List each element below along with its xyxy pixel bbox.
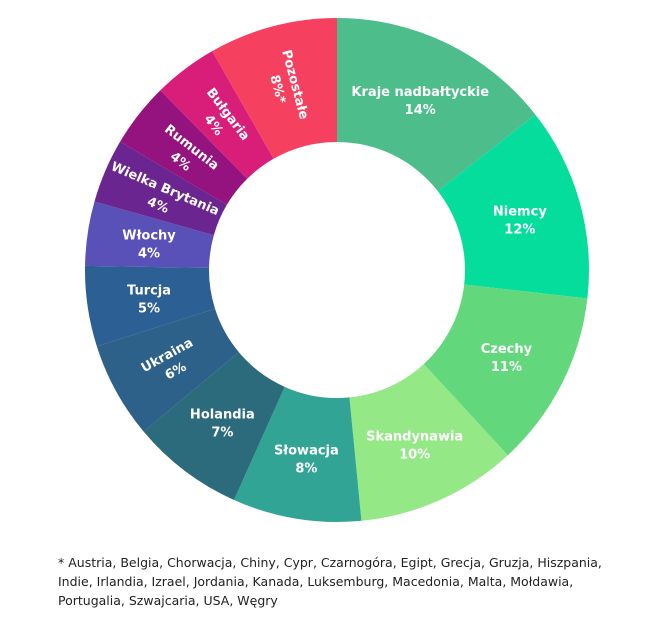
slice-label-kraje-nadbaltyckie: Kraje nadbałtyckie: [351, 85, 489, 100]
label-group-holandia: Holandia 7%: [190, 408, 255, 441]
slice-label-slowacja: Słowacja: [274, 444, 339, 459]
slice-label-niemcy: Niemcy: [493, 204, 547, 219]
slice-label-holandia: Holandia: [190, 408, 255, 423]
slice-czechy: [423, 284, 588, 456]
slice-value-wlochy: 4%: [138, 246, 160, 261]
donut-chart: Kraje nadbałtyckie 14% Niemcy 12% Czechy 11% S…: [85, 18, 590, 522]
slice-value-skandynawia: 10%: [399, 447, 430, 462]
footnote: * Austria, Belgia, Chorwacja, Chiny, Cyp…: [58, 555, 602, 608]
slice-skandynawia: [349, 364, 508, 521]
slice-holandia: [143, 352, 285, 500]
slice-bulgaria: [160, 51, 274, 179]
label-group-czechy: Czechy 11%: [481, 342, 533, 375]
label-group-slowacja: Słowacja 8%: [274, 444, 339, 477]
slices-layer: [85, 18, 590, 522]
slice-pozostale: [212, 18, 337, 159]
slice-value-slowacja: 8%: [295, 462, 317, 477]
slice-label-turcja: Turcja: [127, 284, 171, 299]
slice-label-skandynawia: Skandynawia: [366, 429, 463, 444]
slice-value-holandia: 7%: [211, 426, 233, 441]
slice-wlochy: [85, 201, 214, 268]
label-group-kraje-nadbaltyckie: Kraje nadbałtyckie 14%: [351, 85, 489, 118]
slice-wielka-brytania: [94, 141, 227, 236]
label-group-niemcy: Niemcy 12%: [493, 204, 547, 237]
slice-value-niemcy: 12%: [504, 222, 535, 237]
slice-label-wlochy: Włochy: [122, 228, 176, 243]
slice-value-pozostale: 8%*: [266, 73, 288, 105]
slice-label-czechy: Czechy: [481, 342, 533, 357]
slice-rumunia: [120, 90, 248, 205]
slice-niemcy: [437, 114, 590, 299]
slice-value-turcja: 5%: [138, 302, 160, 317]
label-group-turcja: Turcja 5%: [127, 284, 171, 317]
slice-kraje-nadbaltyckie: [337, 18, 536, 192]
slice-value-czechy: 11%: [491, 360, 522, 375]
slice-value-kraje-nadbaltyckie: 14%: [405, 103, 436, 118]
slice-slowacja: [234, 386, 362, 522]
label-group-skandynawia: Skandynawia 10%: [366, 429, 463, 462]
slice-ukraina: [96, 308, 239, 432]
label-group-wlochy: Włochy 4%: [122, 228, 176, 261]
slice-turcja: [85, 265, 216, 347]
